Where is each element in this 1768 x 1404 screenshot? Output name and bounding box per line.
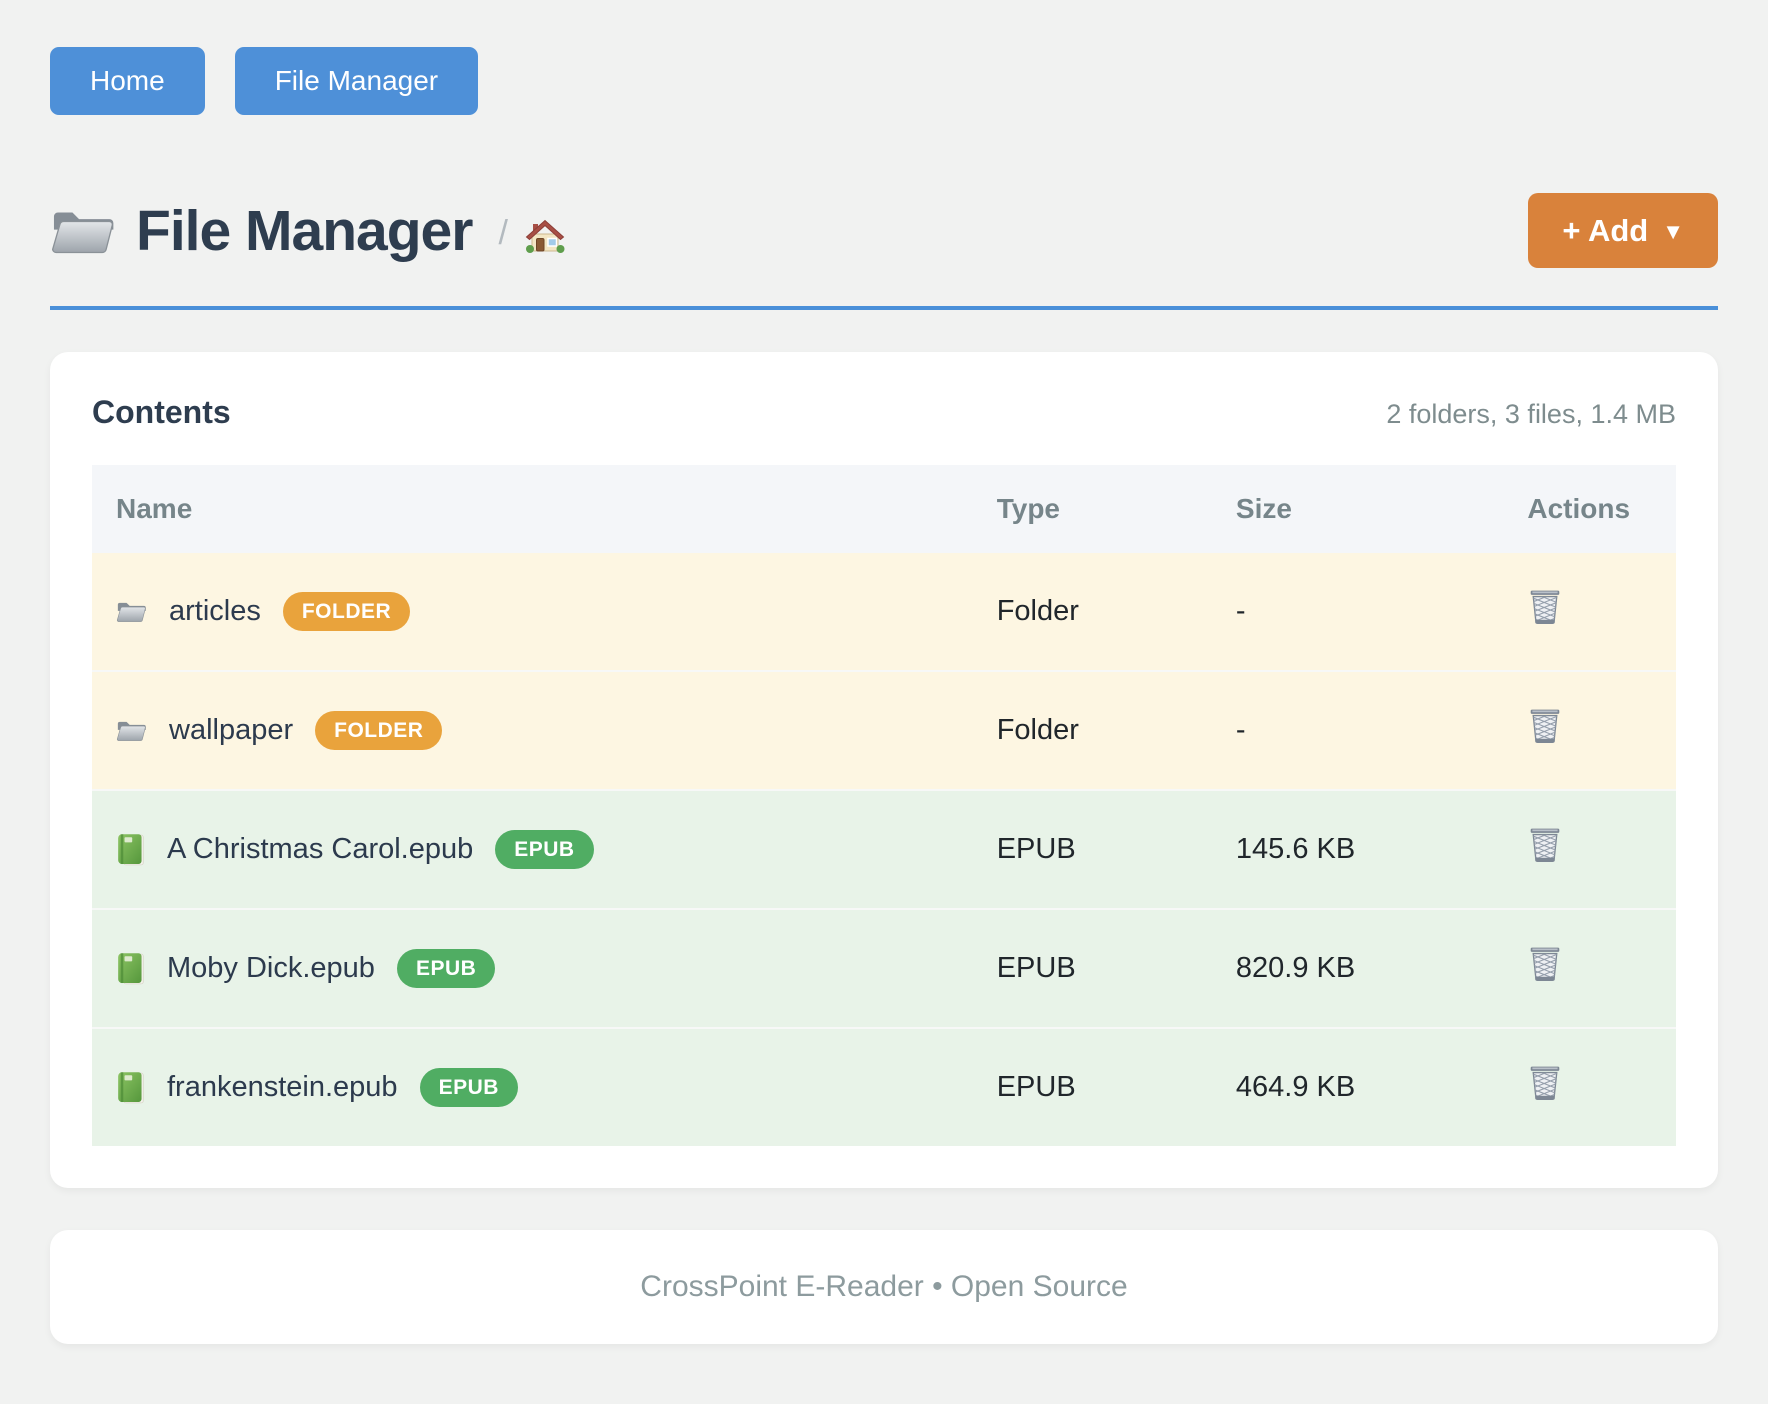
table-row: frankenstein.epub EPUB EPUB 464.9 KB — [92, 1028, 1676, 1146]
item-type: Folder — [996, 595, 1079, 627]
contents-summary: 2 folders, 3 files, 1.4 MB — [1386, 399, 1676, 429]
header-divider — [50, 306, 1718, 310]
files-table: Name Type Size Actions articles FOLDER — [92, 465, 1676, 1146]
breadcrumb-separator: / — [498, 214, 508, 252]
folder-badge: FOLDER — [315, 711, 443, 750]
table-header-row: Name Type Size Actions — [92, 465, 1676, 553]
epub-badge: EPUB — [495, 830, 594, 869]
item-size: - — [1235, 595, 1246, 627]
column-header-name: Name — [92, 465, 973, 553]
column-header-type: Type — [972, 465, 1212, 553]
column-header-size: Size — [1211, 465, 1504, 553]
delete-button[interactable] — [1527, 946, 1563, 983]
folder-icon — [50, 206, 116, 256]
page-title: File Manager — [136, 198, 473, 263]
add-button[interactable]: + Add ▼ — [1528, 193, 1718, 268]
contents-card: Contents 2 folders, 3 files, 1.4 MB Name… — [50, 352, 1718, 1188]
item-name[interactable]: A Christmas Carol.epub — [167, 833, 474, 865]
contents-heading: Contents — [92, 394, 231, 430]
item-size: 145.6 KB — [1235, 833, 1356, 865]
table-row: A Christmas Carol.epub EPUB EPUB 145.6 K… — [92, 790, 1676, 909]
delete-button[interactable] — [1527, 708, 1563, 745]
trash-icon — [1527, 708, 1563, 745]
file-manager-button[interactable]: File Manager — [234, 47, 479, 115]
item-name[interactable]: wallpaper — [169, 714, 294, 746]
folder-badge: FOLDER — [282, 592, 411, 631]
item-name[interactable]: Moby Dick.epub — [167, 952, 375, 984]
home-icon[interactable] — [524, 217, 566, 255]
epub-badge: EPUB — [396, 949, 496, 988]
trash-icon — [1527, 1065, 1563, 1102]
item-type: EPUB — [996, 833, 1076, 865]
trash-icon — [1527, 589, 1563, 626]
delete-button[interactable] — [1527, 1065, 1563, 1102]
item-type: EPUB — [996, 1071, 1076, 1103]
footer-card: CrossPoint E-Reader • Open Source — [50, 1230, 1718, 1344]
book-icon — [116, 833, 145, 867]
book-icon — [116, 952, 145, 986]
table-row: wallpaper FOLDER Folder - — [92, 671, 1676, 790]
column-header-actions: Actions — [1503, 465, 1676, 553]
home-button[interactable]: Home — [50, 47, 205, 115]
trash-icon — [1527, 827, 1563, 864]
epub-badge: EPUB — [419, 1068, 518, 1107]
top-nav: Home File Manager — [50, 47, 1718, 115]
item-name[interactable]: frankenstein.epub — [167, 1071, 398, 1103]
table-row: Moby Dick.epub EPUB EPUB 820.9 KB — [92, 909, 1676, 1028]
book-icon — [116, 1071, 145, 1105]
delete-button[interactable] — [1527, 589, 1563, 626]
item-type: Folder — [996, 714, 1079, 746]
contents-card-header: Contents 2 folders, 3 files, 1.4 MB — [92, 394, 1676, 431]
title-group: File Manager / — [50, 198, 1528, 264]
trash-icon — [1527, 946, 1563, 983]
item-size: 464.9 KB — [1235, 1071, 1356, 1103]
delete-button[interactable] — [1527, 827, 1563, 864]
item-size: - — [1235, 714, 1246, 746]
folder-icon — [116, 600, 147, 623]
page-header: File Manager / + Add ▼ — [50, 193, 1718, 268]
item-size: 820.9 KB — [1235, 952, 1356, 984]
item-name[interactable]: articles — [169, 595, 261, 627]
item-type: EPUB — [996, 952, 1076, 984]
folder-icon — [116, 719, 147, 742]
caret-down-icon: ▼ — [1662, 218, 1684, 244]
table-row: articles FOLDER Folder - — [92, 553, 1676, 671]
footer-text: CrossPoint E-Reader • Open Source — [640, 1270, 1128, 1303]
add-button-label: + Add — [1562, 213, 1649, 248]
